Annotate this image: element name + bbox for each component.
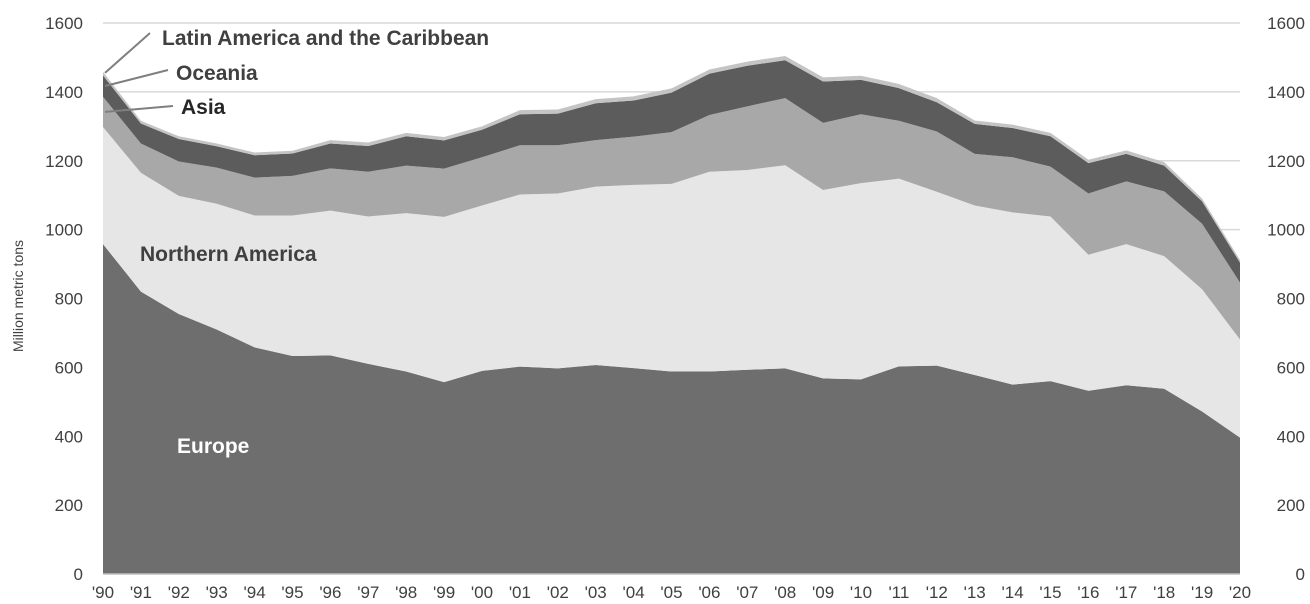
callout-line-asia — [104, 105, 174, 113]
x-tick-12: '02 — [547, 583, 569, 602]
x-tick-13: '03 — [585, 583, 607, 602]
x-tick-4: '94 — [244, 583, 266, 602]
x-axis: '90 '91 '92 '93 '94 '95 '96 '97 '98 '99 '00 '01 '02 '… — [92, 583, 1251, 602]
x-tick-11: '01 — [509, 583, 531, 602]
x-tick-25: '15 — [1039, 583, 1061, 602]
y-tick-right-200: 200 — [1277, 496, 1305, 515]
area-oceania — [103, 60, 1240, 283]
y-tick-right-600: 600 — [1277, 358, 1305, 377]
x-tick-8: '98 — [395, 583, 417, 602]
y-tick-right-800: 800 — [1277, 290, 1305, 309]
x-tick-3: '93 — [206, 583, 228, 602]
series-label-asia: Asia — [181, 96, 226, 119]
callout-line-oceania — [104, 69, 169, 87]
y-tick-right-400: 400 — [1277, 427, 1305, 446]
x-tick-29: '19 — [1191, 583, 1213, 602]
x-tick-14: '04 — [623, 583, 645, 602]
stacked-areas — [103, 56, 1240, 575]
callout-line-latin-america — [104, 32, 151, 74]
x-tick-17: '07 — [736, 583, 758, 602]
x-tick-30: '20 — [1229, 583, 1251, 602]
x-tick-15: '05 — [660, 583, 682, 602]
area-northern-america — [103, 127, 1240, 438]
y-tick-right-0: 0 — [1296, 565, 1305, 584]
x-tick-6: '96 — [319, 583, 341, 602]
y-tick-right-1000: 1000 — [1267, 221, 1305, 240]
y-tick-left-800: 800 — [55, 290, 83, 309]
x-tick-18: '08 — [774, 583, 796, 602]
y-tick-right-1600: 1600 — [1267, 14, 1305, 33]
y-axis-right: 0 200 400 600 800 1000 1200 1400 1600 — [1267, 14, 1305, 584]
x-tick-21: '11 — [888, 583, 909, 602]
series-label-latin-america: Latin America and the Caribbean — [162, 27, 489, 50]
y-axis-title: Million metric tons — [10, 240, 26, 352]
x-tick-24: '14 — [1002, 583, 1024, 602]
x-tick-0: '90 — [92, 583, 114, 602]
series-label-oceania: Oceania — [176, 62, 258, 85]
series-callouts — [104, 32, 174, 113]
x-tick-27: '17 — [1115, 583, 1137, 602]
y-tick-left-1200: 1200 — [45, 152, 83, 171]
y-axis-left: 0 200 400 600 800 1000 1200 1400 1600 — [45, 14, 83, 584]
y-tick-left-400: 400 — [55, 427, 83, 446]
y-tick-right-1400: 1400 — [1267, 83, 1305, 102]
x-tick-19: '09 — [812, 583, 834, 602]
x-tick-7: '97 — [357, 583, 379, 602]
x-tick-26: '16 — [1077, 583, 1099, 602]
area-asia — [103, 96, 1240, 340]
series-label-northern-america: Northern America — [140, 243, 317, 266]
y-tick-left-600: 600 — [55, 358, 83, 377]
y-tick-left-0: 0 — [74, 565, 83, 584]
x-tick-28: '18 — [1153, 583, 1175, 602]
x-tick-10: '00 — [471, 583, 493, 602]
y-tick-left-200: 200 — [55, 496, 83, 515]
series-label-europe: Europe — [177, 435, 249, 458]
x-tick-22: '12 — [926, 583, 948, 602]
x-tick-5: '95 — [281, 583, 303, 602]
x-tick-1: '91 — [130, 583, 152, 602]
x-tick-2: '92 — [168, 583, 190, 602]
y-tick-right-1200: 1200 — [1267, 152, 1305, 171]
y-tick-left-1600: 1600 — [45, 14, 83, 33]
area-europe — [103, 244, 1240, 574]
y-tick-left-1400: 1400 — [45, 83, 83, 102]
x-tick-16: '06 — [698, 583, 720, 602]
x-tick-9: '99 — [433, 583, 455, 602]
y-tick-left-1000: 1000 — [45, 221, 83, 240]
x-tick-23: '13 — [964, 583, 986, 602]
x-tick-20: '10 — [850, 583, 872, 602]
